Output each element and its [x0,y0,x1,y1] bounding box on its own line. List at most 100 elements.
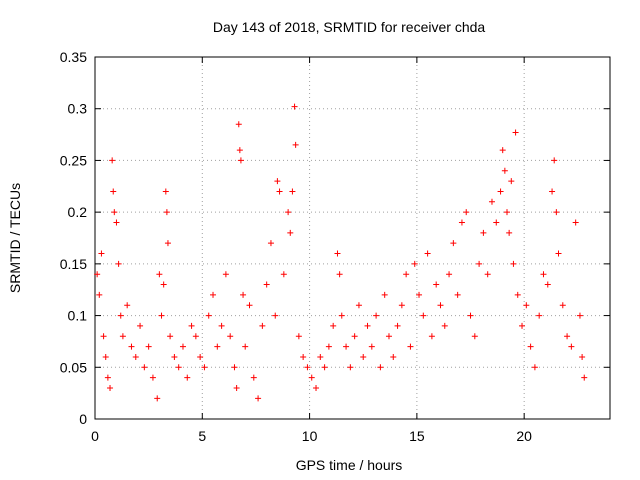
data-point [499,147,506,154]
data-point [531,364,538,371]
data-point [263,281,270,288]
data-point [579,353,586,360]
plot-frame [94,56,611,420]
data-point [300,353,307,360]
data-point [100,333,107,340]
data-point [109,157,116,164]
data-point [321,364,328,371]
data-point [463,209,470,216]
data-point [544,281,551,288]
data-point [504,209,510,216]
data-point [267,240,274,247]
data-point [564,333,571,340]
data-point [355,302,362,309]
data-point [292,141,299,148]
data-point [360,353,367,360]
y-tick-label: 0.25 [60,152,87,168]
data-point [458,219,465,226]
grid [95,57,610,419]
data-point [304,364,311,371]
data-point [179,343,186,350]
x-axis-label: GPS time / hours [296,457,403,473]
data-point [272,312,279,319]
data-point [291,103,298,110]
data-point [568,343,575,350]
data-point [246,302,253,309]
x-tick-label: 10 [302,428,318,444]
data-point [424,250,431,257]
data-point [111,209,118,216]
data-point [214,343,221,350]
data-point [508,178,515,185]
data-point [555,250,562,257]
data-point [280,271,287,278]
data-point [433,281,440,288]
data-point [107,384,114,391]
data-point [145,343,152,350]
data-point [437,302,444,309]
data-point [416,291,423,298]
data-point [385,333,392,340]
data-point [222,271,229,278]
data-point [197,353,204,360]
data-point [188,322,195,329]
data-point [154,395,161,402]
data-point [117,312,124,319]
data-point [581,374,588,381]
data-point [523,302,530,309]
x-tick-label: 15 [409,428,425,444]
data-point [250,374,257,381]
data-point [471,333,478,340]
data-point [205,312,212,319]
y-tick-label: 0.05 [60,359,87,375]
data-point [368,343,375,350]
data-point [553,209,560,216]
data-point [285,209,292,216]
data-point [390,353,397,360]
data-point [113,219,120,226]
data-point [411,260,418,267]
data-point [527,343,534,350]
data-point [102,353,109,360]
data-point [484,271,491,278]
data-point [233,384,240,391]
data-point [110,188,117,195]
data-point [289,188,296,195]
data-point [156,271,163,278]
data-point [175,364,182,371]
data-point [141,364,148,371]
data-point [403,271,410,278]
data-point [236,147,243,154]
data-point [192,333,199,340]
data-point [287,229,294,236]
data-point [149,374,156,381]
data-point [274,178,281,185]
data-point [377,364,384,371]
data-point [398,302,405,309]
data-point [394,322,401,329]
data-point [163,209,170,216]
data-point [450,240,457,247]
data-point [373,312,380,319]
data-point [519,322,526,329]
data-point [551,157,558,164]
x-tick-label: 0 [91,428,99,444]
data-point [313,384,320,391]
data-point [160,281,167,288]
x-tick-label: 5 [198,428,206,444]
data-point [276,188,283,195]
data-point [510,260,517,267]
data-point [576,312,583,319]
y-tick-label: 0.1 [68,308,88,324]
data-point [514,291,521,298]
data-point [572,219,579,226]
data-point [343,343,350,350]
data-point [347,364,354,371]
data-point [325,343,332,350]
data-point [512,129,519,136]
data-point [549,188,556,195]
y-tick-label: 0.3 [68,101,88,117]
data-point [242,343,249,350]
data-point [420,312,427,319]
